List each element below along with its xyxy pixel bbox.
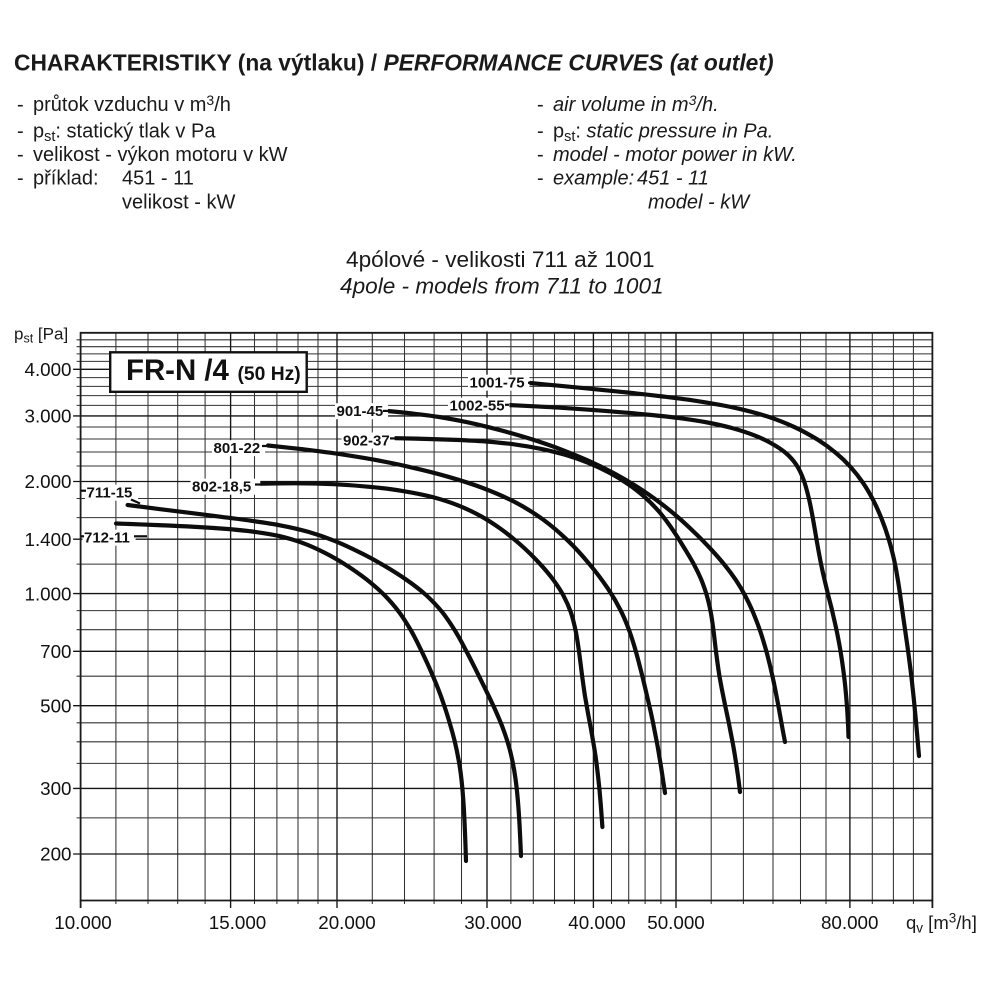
- svg-text:1002-55: 1002-55: [450, 398, 505, 415]
- svg-text:průtok vzduchu v m3/h: průtok vzduchu v m3/h: [33, 92, 231, 116]
- svg-text:1.400: 1.400: [25, 529, 72, 550]
- svg-text:451 - 11: 451 - 11: [122, 167, 194, 189]
- svg-text:50.000: 50.000: [647, 912, 704, 933]
- svg-text:air volume in m3/h.: air volume in m3/h.: [553, 92, 719, 116]
- svg-text:-: -: [537, 121, 544, 143]
- svg-text:-: -: [537, 144, 544, 166]
- svg-text:pst: statický tlak v Pa: pst: statický tlak v Pa: [33, 121, 216, 146]
- svg-text:700: 700: [40, 641, 71, 662]
- svg-text:4.000: 4.000: [25, 359, 72, 380]
- svg-text:80.000: 80.000: [821, 912, 878, 933]
- svg-text:-: -: [537, 94, 544, 116]
- svg-text:model - motor power in kW.: model - motor power in kW.: [553, 144, 797, 166]
- svg-text:-: -: [17, 144, 24, 166]
- svg-text:model - kW: model - kW: [648, 191, 751, 213]
- svg-text:451 - 11: 451 - 11: [637, 167, 709, 189]
- svg-text:CHARAKTERISTIKY (na výtlaku) /: CHARAKTERISTIKY (na výtlaku) / PERFORMAN…: [14, 50, 774, 76]
- svg-text:2.000: 2.000: [25, 471, 72, 492]
- svg-text:-: -: [537, 167, 544, 189]
- svg-text:3.000: 3.000: [25, 406, 72, 427]
- svg-text:10.000: 10.000: [54, 912, 111, 933]
- svg-text:711-15: 711-15: [87, 485, 133, 502]
- svg-text:1.000: 1.000: [25, 583, 72, 604]
- svg-text:712-11: 712-11: [84, 530, 130, 547]
- svg-text:20.000: 20.000: [318, 912, 375, 933]
- svg-text:-: -: [17, 94, 24, 116]
- svg-text:pst [Pa]: pst [Pa]: [14, 325, 68, 346]
- svg-text:30.000: 30.000: [464, 912, 521, 933]
- svg-text:901-45: 901-45: [337, 403, 384, 420]
- svg-text:example:: example:: [553, 167, 634, 189]
- svg-text:40.000: 40.000: [568, 912, 625, 933]
- svg-text:1001-75: 1001-75: [470, 375, 525, 392]
- svg-text:300: 300: [40, 778, 71, 799]
- svg-text:qv [m3/h]: qv [m3/h]: [906, 911, 977, 936]
- svg-text:200: 200: [40, 844, 71, 865]
- svg-text:příklad:: příklad:: [33, 167, 99, 189]
- svg-text:velikost - kW: velikost - kW: [122, 191, 235, 213]
- svg-text:801-22: 801-22: [214, 440, 261, 457]
- svg-text:500: 500: [40, 695, 71, 716]
- svg-text:902-37: 902-37: [343, 432, 390, 449]
- svg-text:15.000: 15.000: [209, 912, 266, 933]
- svg-text:-: -: [17, 167, 24, 189]
- svg-text:4pole - models from 711 to 100: 4pole - models from 711 to 1001: [340, 274, 664, 299]
- svg-text:velikost - výkon motoru v kW: velikost - výkon motoru v kW: [33, 144, 288, 166]
- svg-text:-: -: [17, 121, 24, 143]
- svg-text:4pólové - velikosti 711 až 100: 4pólové - velikosti 711 až 1001: [346, 247, 655, 272]
- svg-text:802-18,5: 802-18,5: [192, 479, 251, 496]
- svg-text:pst: static pressure in Pa.: pst: static pressure in Pa.: [553, 121, 773, 146]
